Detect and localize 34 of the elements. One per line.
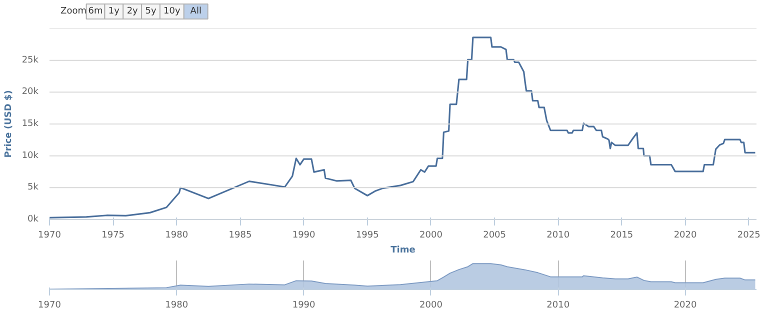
text: Zoom xyxy=(60,6,86,16)
y-tick-label: 0k xyxy=(28,214,40,224)
x-tick-label: 1990 xyxy=(292,230,316,240)
text: 1y xyxy=(108,6,120,16)
text: All xyxy=(190,6,202,16)
x-tick-label: 2010 xyxy=(546,230,570,240)
text: 6m xyxy=(88,6,103,16)
x-tick-label: 2020 xyxy=(674,230,698,240)
y-tick-label: 20k xyxy=(22,87,40,98)
text: 2y xyxy=(126,6,139,16)
line-series xyxy=(50,36,756,219)
x-tick-label: 1980 xyxy=(165,230,188,240)
x-tick-label: 2015 xyxy=(610,230,634,240)
y-tick-label: 5k xyxy=(28,182,40,193)
y-tick-label: 25k xyxy=(22,55,40,66)
x-tick-label: 1980 xyxy=(165,300,188,310)
x-tick-label: 2020 xyxy=(674,300,698,310)
x-tick-label: 1985 xyxy=(228,230,252,240)
text: 5y xyxy=(145,6,157,16)
y-tick-label: 15k xyxy=(22,119,40,129)
text: 10y xyxy=(164,6,181,16)
x-tick-label: 2005 xyxy=(483,230,506,240)
x-tick-label: 2000 xyxy=(420,300,443,310)
x-axis-title: Time xyxy=(390,246,416,256)
x-tick-label: 1990 xyxy=(292,300,316,310)
y-tick-label: 10k xyxy=(22,150,40,161)
x-tick-label: 1970 xyxy=(38,230,62,240)
x-tick-label: 2010 xyxy=(546,300,570,310)
x-tick-label: 2000 xyxy=(420,230,443,240)
x-tick-label: 2025 xyxy=(737,230,760,240)
x-tick-label: 1970 xyxy=(38,300,62,310)
x-tick-label: 1995 xyxy=(356,230,379,240)
x-tick-label: 1975 xyxy=(102,230,125,240)
y-axis-title: Price (USD $) xyxy=(4,90,14,158)
